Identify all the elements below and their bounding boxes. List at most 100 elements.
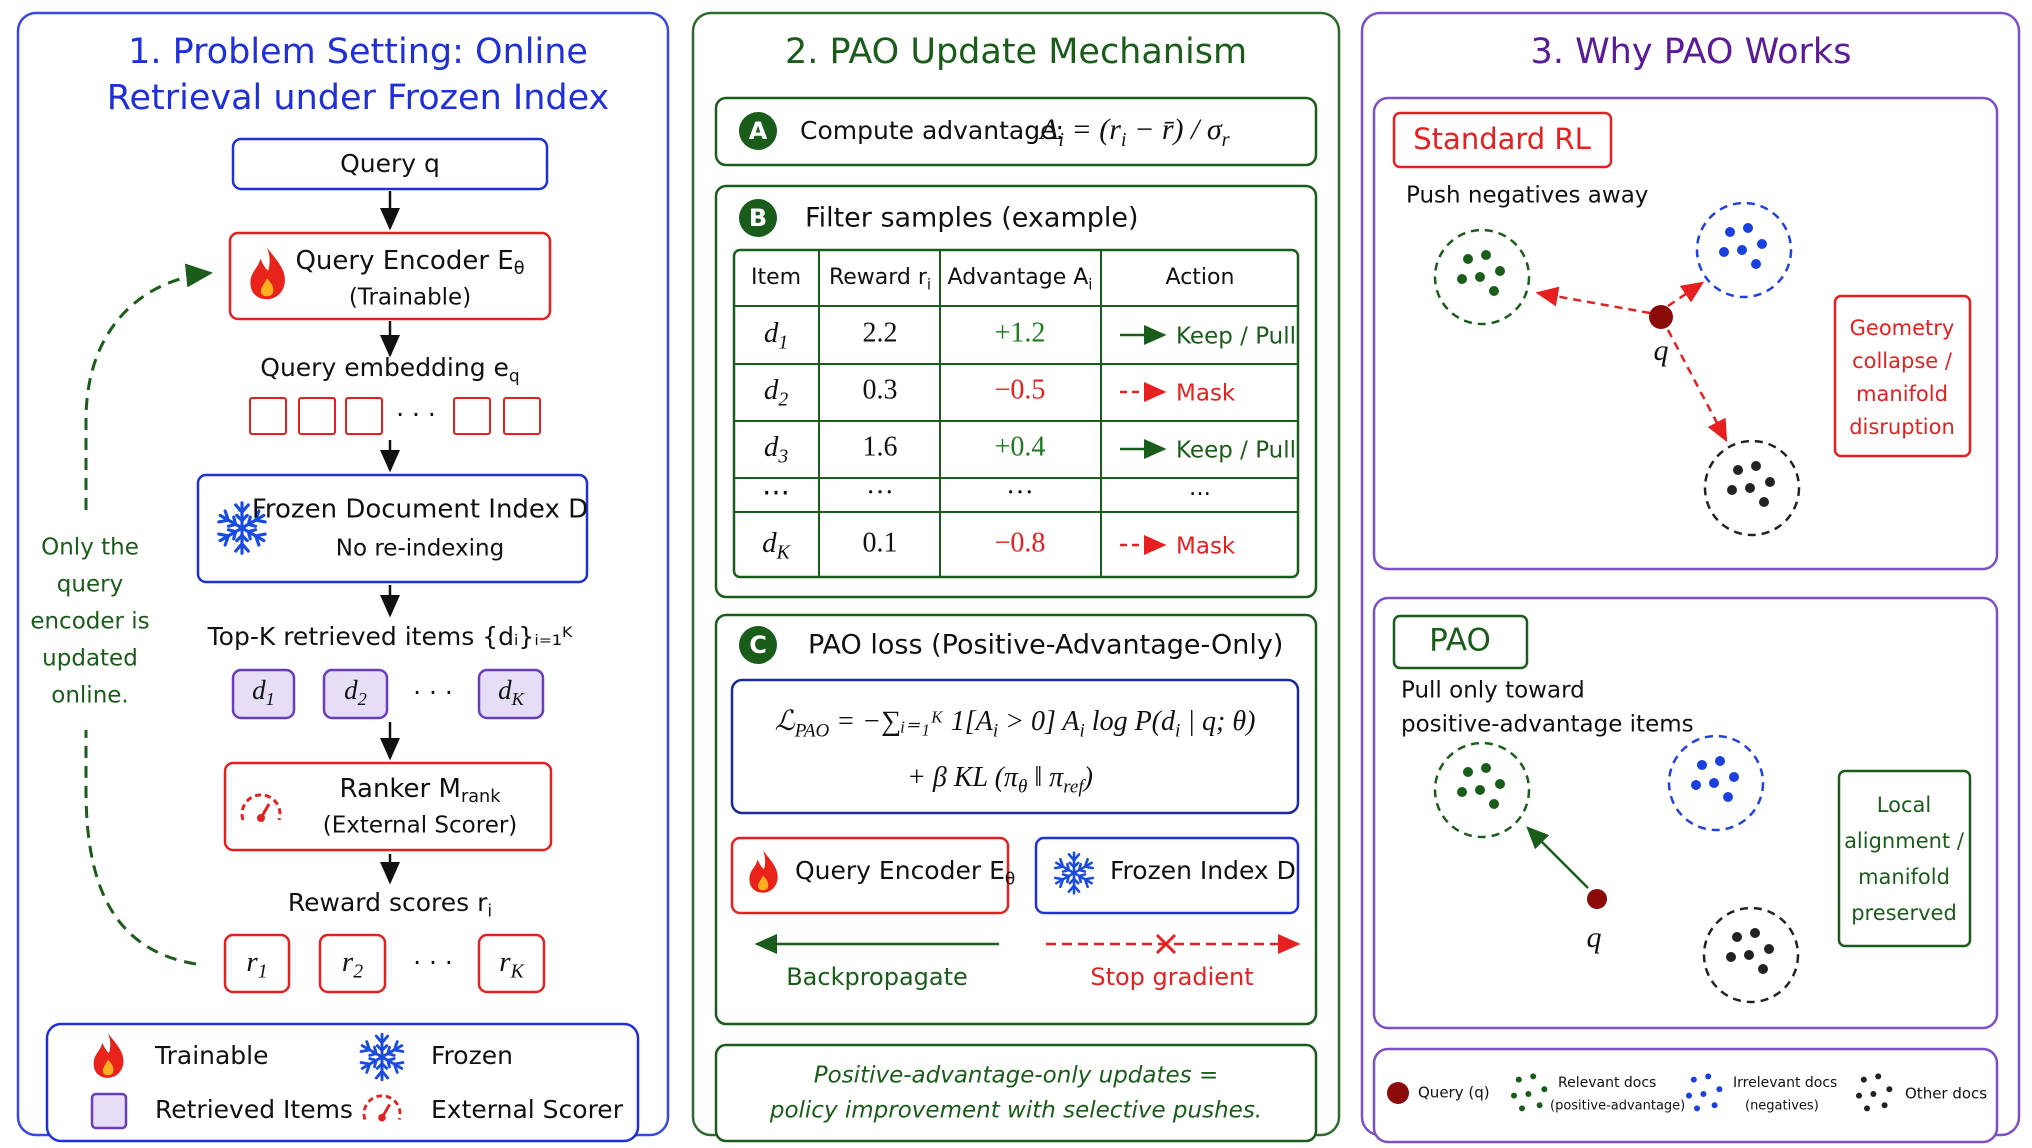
fire-icon [93,1033,124,1078]
table-reward: 0.3 [863,374,898,405]
fire-icon [250,247,285,300]
text-part: PAO [794,721,830,742]
embedding-label: Query embedding eq [260,353,519,387]
flame-inner [260,278,274,297]
feedback-path [84,730,197,966]
doc-dot [1463,767,1473,777]
reward-box [477,933,546,994]
doc-dot [1489,286,1499,296]
pao-note: manifold [1858,865,1950,889]
snowflake-arm [217,509,267,547]
snowflake-icon [1053,851,1095,895]
index-chip-label: Frozen Index D [1110,856,1296,885]
encoder-box [228,231,552,321]
badge-letter: C [749,631,767,659]
text-part: i [1080,721,1085,742]
loss-formula: + β KL (πθ ‖ πref) [907,762,1093,797]
doc-dot [1495,266,1505,276]
legend-swatch [90,1092,128,1130]
text-part: i [1121,129,1127,151]
snowflake-arm [359,1040,405,1074]
text-part: r [246,946,258,978]
text-part: i [487,902,492,922]
step-label: PAO loss (Positive-Advantage-Only) [808,630,1283,661]
feedback-path [84,263,213,510]
query-box [231,137,549,191]
index-label: Frozen Document Index D [252,495,588,525]
doc-dot [1726,952,1736,962]
gauge-hub [378,1113,386,1122]
legend-dot [1686,1092,1692,1099]
text-part: i [1058,129,1064,151]
items-gap: · · · [413,678,453,707]
branch [392,1040,405,1053]
table-item: d3 [764,431,789,468]
snowflake-arm [1053,857,1095,889]
text-part: r [1222,129,1230,151]
table-advantage: −0.5 [995,374,1046,405]
legend-dot [1536,1102,1543,1109]
reward-box [318,933,387,994]
text-part: rank [461,787,501,807]
index-box [196,473,589,584]
footer-box [714,1043,1318,1143]
table-advantage: −0.8 [995,527,1046,558]
table-reward: 1.6 [863,431,898,462]
branch [235,513,249,523]
standard-note-box [1833,294,1972,458]
gauge-icon [240,793,282,822]
footer-text: Positive-advantage-only updates = [814,1063,1219,1089]
doc-dot [1745,483,1755,493]
branch [386,1057,396,1069]
doc-dot [1758,964,1768,974]
branch [1061,873,1071,884]
text-part: + β KL (π [907,762,1019,793]
embedding-cell [249,397,287,435]
standard-desc: Push negatives away [1406,183,1648,209]
legend-dot [1511,1092,1517,1099]
flame-outer [250,247,285,300]
branch [246,515,258,528]
legend-dot [1856,1092,1862,1099]
fire-icon [749,850,778,893]
query-point [1649,305,1673,329]
badge-letter: B [749,204,767,232]
text-part: 2 [358,689,367,709]
text-part: Action [1166,265,1235,290]
reward-value: rK [499,946,524,983]
text-part: ) [1082,762,1093,793]
doc-dot [1489,799,1499,809]
table-action: ··· [1189,482,1211,508]
doc-dot [1732,932,1742,942]
legend-dot [1525,1091,1532,1097]
text-part: − r̄) / σ [1127,113,1223,146]
step-label: Filter samples (example) [805,203,1139,234]
legend-box [1372,1047,1999,1144]
table-action: Keep / Pull [1176,438,1296,464]
pao-desc: positive-advantage items [1401,712,1694,738]
text-part: i [1175,721,1180,742]
reward-label: Reward scores ri [288,888,492,922]
encoder-chip [730,836,1010,915]
legend-label: (negatives) [1745,1099,1819,1114]
legend-dot [1541,1086,1548,1093]
standard-note: disruption [1849,415,1955,439]
embedding-gap: · · · [396,400,436,429]
query-point [1587,889,1607,909]
legend-dot [1530,1073,1537,1080]
step-badge [739,112,777,150]
branch [253,509,267,524]
legend-dot [1515,1076,1522,1083]
standard-label-box [1392,111,1613,169]
legend-label: Trainable [154,1041,269,1070]
text-part: i [993,721,998,742]
table-action: Mask [1176,534,1236,560]
doc-dot [1764,944,1774,954]
side-note: online. [51,683,128,709]
branch [1067,853,1081,863]
relevant-cluster [1433,228,1531,326]
table-action: Keep / Pull [1176,324,1296,350]
branch [1067,883,1081,893]
reward-value: r1 [246,946,267,983]
